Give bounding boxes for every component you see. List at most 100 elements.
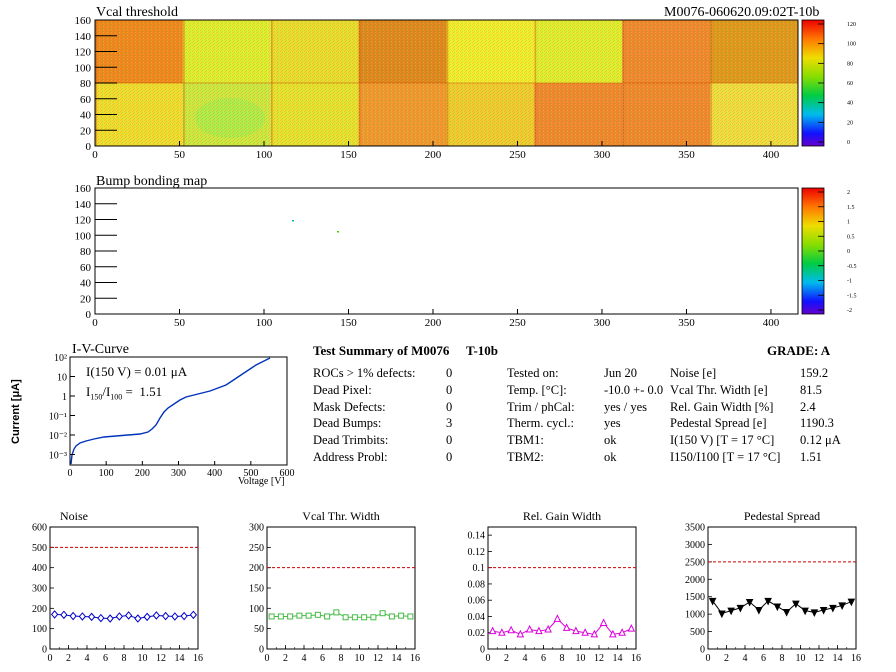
summary-row-value: 2.4 bbox=[800, 399, 816, 414]
summary-row-label: I(150 V) [T = 17 °C] bbox=[670, 433, 775, 448]
y-tick-label: 100 bbox=[75, 230, 92, 242]
summary-row-label: Address Probl: bbox=[313, 450, 388, 464]
summary-row-label: Temp. [°C]: bbox=[507, 382, 567, 397]
x-tick-label: 400 bbox=[763, 149, 780, 161]
summary-row-label: Dead Trimbits: bbox=[313, 433, 389, 448]
data-point bbox=[618, 628, 626, 636]
y-tick-label: 10⁻¹ bbox=[49, 412, 67, 423]
summary-chart: Noise 0 2 4 6 8 10 12 14 16 0 100 200 300 400 500 600 bbox=[32, 509, 203, 664]
data-point bbox=[180, 611, 188, 621]
summary-row-label: Mask Defects: bbox=[313, 399, 386, 414]
summary-row-value: -10.0 +- 0.0 bbox=[604, 382, 664, 397]
y-tick-label: 1500 bbox=[685, 592, 705, 603]
summary-row-value: 81.5 bbox=[800, 382, 822, 397]
x-tick-label: 100 bbox=[99, 468, 114, 479]
y-tick-label: 0.1 bbox=[473, 563, 486, 574]
summary-tag: T-10b bbox=[466, 343, 499, 358]
chart-title: Pedestal Spread bbox=[744, 509, 820, 523]
y-tick-label: 60 bbox=[80, 94, 92, 106]
summary-row-value: yes / yes bbox=[604, 399, 648, 414]
bump-map-frame bbox=[94, 187, 799, 315]
x-tick-label: 16 bbox=[410, 653, 420, 664]
x-tick-label: 300 bbox=[594, 149, 611, 161]
data-point bbox=[829, 604, 837, 613]
chart-frame bbox=[487, 526, 637, 650]
data-point bbox=[333, 609, 340, 616]
x-tick-label: 2 bbox=[504, 653, 509, 664]
x-tick-label: 10 bbox=[796, 653, 806, 664]
chart-frame bbox=[266, 526, 416, 650]
x-tick-label: 0 bbox=[265, 653, 270, 664]
summary-chart: Rel. Gain Width 0 2 4 6 8 10 12 14 16 0 0.02 0.04 0.0… bbox=[468, 509, 642, 664]
x-tick-label: 400 bbox=[207, 468, 222, 479]
summary-row-label: Trim / phCal: bbox=[507, 399, 575, 414]
data-point bbox=[305, 612, 312, 619]
data-point bbox=[498, 628, 506, 636]
data-point bbox=[189, 610, 198, 620]
y-tick-label: 500 bbox=[32, 543, 47, 554]
y-tick-label: 0.12 bbox=[468, 547, 486, 558]
data-point bbox=[764, 597, 772, 606]
summary-chart: Vcal Thr. Width 0 2 4 6 8 10 12 14 16 0 50 100 150 200… bbox=[249, 509, 420, 664]
series-line bbox=[271, 611, 411, 618]
series-line bbox=[54, 613, 194, 620]
y-tick-label: 300 bbox=[32, 584, 47, 595]
y-tick-label: 140 bbox=[75, 31, 92, 43]
x-tick-label: 50 bbox=[174, 149, 186, 161]
palette-tick-label: 0 bbox=[847, 140, 850, 146]
data-point bbox=[590, 629, 599, 638]
y-tick-label: 0 bbox=[86, 141, 92, 153]
x-tick-label: 14 bbox=[392, 653, 402, 664]
x-tick-label: 400 bbox=[763, 317, 780, 329]
x-tick-label: 350 bbox=[678, 317, 695, 329]
data-point bbox=[370, 614, 377, 621]
x-tick-label: 16 bbox=[193, 653, 203, 664]
iv-xlabel: Voltage [V] bbox=[238, 476, 285, 487]
summary-row-value: ok bbox=[604, 450, 617, 464]
data-point bbox=[581, 628, 589, 636]
data-point bbox=[152, 611, 161, 620]
x-tick-label: 4 bbox=[743, 653, 748, 664]
summary-row-label: Dead Bumps: bbox=[313, 416, 382, 431]
palette-tick-label: 80 bbox=[847, 61, 853, 67]
y-tick-label: 10⁻³ bbox=[49, 451, 67, 462]
y-tick-label: 0.08 bbox=[468, 579, 486, 590]
summary-row-value: 1190.3 bbox=[800, 416, 834, 431]
palette-tick-label: 2 bbox=[847, 190, 850, 196]
summary-row-label: TBM2: bbox=[507, 450, 544, 464]
y-tick-label: 20 bbox=[80, 293, 92, 305]
summary-row-value: 0 bbox=[446, 366, 453, 380]
data-point bbox=[553, 614, 562, 622]
data-point bbox=[296, 612, 303, 619]
data-point bbox=[782, 609, 791, 617]
data-point bbox=[801, 607, 809, 616]
summary-row-label: I150/I100 [T = 17 °C] bbox=[670, 450, 781, 464]
y-tick-label: 0.02 bbox=[468, 628, 486, 639]
x-tick-label: 250 bbox=[509, 317, 526, 329]
summary-row-label: Vcal Thr. Width [e] bbox=[670, 382, 768, 397]
chart-frame bbox=[49, 526, 199, 650]
y-tick-label: 10 bbox=[57, 373, 67, 384]
iv-axes: 0 100 200 300 400 500 600 10² 10 1 10⁻¹ 10⁻² 10⁻³ bbox=[49, 353, 295, 479]
y-tick-label: 0.04 bbox=[468, 612, 486, 623]
x-tick-label: 600 bbox=[280, 468, 295, 479]
x-tick-label: 4 bbox=[85, 653, 90, 664]
summary-row-value: Jun 20 bbox=[604, 366, 637, 380]
x-tick-label: 12 bbox=[594, 653, 604, 664]
y-tick-label: 0.06 bbox=[468, 596, 486, 607]
summary-row-value: 0 bbox=[446, 399, 453, 414]
x-tick-label: 8 bbox=[560, 653, 565, 664]
iv-ylabel: Current [μA] bbox=[10, 379, 22, 444]
summary-row-value: ok bbox=[604, 433, 617, 448]
summary-row-value: 0.12 μA bbox=[800, 433, 841, 448]
palette-tick-label: -1.5 bbox=[847, 293, 857, 299]
x-tick-label: 10 bbox=[138, 653, 148, 664]
x-tick-label: 6 bbox=[320, 653, 325, 664]
data-point bbox=[388, 613, 395, 620]
y-tick-label: 150 bbox=[249, 584, 264, 595]
data-point bbox=[407, 613, 414, 620]
data-point bbox=[599, 618, 608, 626]
data-point bbox=[60, 610, 68, 620]
data-point bbox=[379, 610, 386, 617]
